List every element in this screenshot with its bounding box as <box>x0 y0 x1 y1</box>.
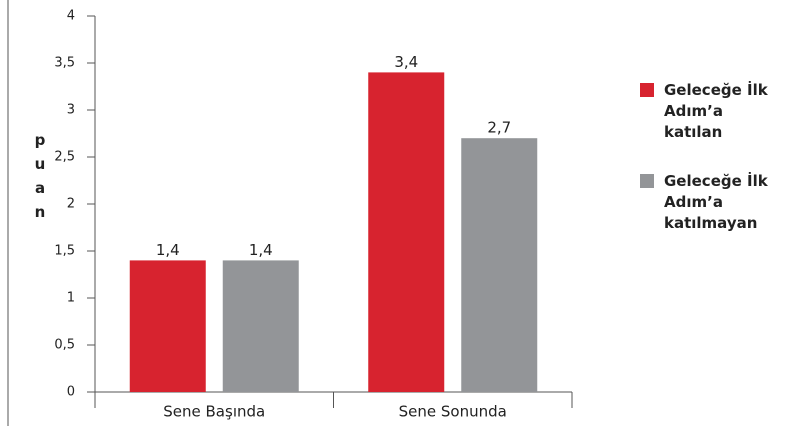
y-tick-label: 4 <box>67 9 75 24</box>
y-tick-label: 0 <box>67 385 75 400</box>
y-tick-label: 0,5 <box>54 338 75 353</box>
legend-label: Geleceğe İlk Adım’a katılmayan <box>664 172 768 232</box>
y-tick-label: 3,5 <box>54 56 75 71</box>
value-label: 1,4 <box>156 241 180 259</box>
legend-swatch <box>640 174 654 188</box>
bar <box>461 138 538 392</box>
bar <box>222 260 299 392</box>
y-tick-label: 2,5 <box>54 150 75 165</box>
legend-label: Geleceğe İlk Adım’a katılan <box>664 81 768 141</box>
y-tick-label: 1 <box>67 291 75 306</box>
y-tick-label: 1,5 <box>54 244 75 259</box>
x-tick-label: Sene Sonunda <box>399 403 507 421</box>
legend: Geleceğe İlk Adım’a katılan Geleceğe İlk … <box>640 80 790 262</box>
y-tick-label: 3 <box>67 103 75 118</box>
legend-item: Geleceğe İlk Adım’a katılmayan <box>640 171 790 234</box>
bar <box>368 72 445 393</box>
x-tick-label: Sene Başında <box>163 403 265 421</box>
bar <box>129 260 206 392</box>
value-label: 2,7 <box>487 119 511 137</box>
legend-item: Geleceğe İlk Adım’a katılan <box>640 80 790 143</box>
value-label: 3,4 <box>394 53 418 71</box>
value-label: 1,4 <box>249 241 273 259</box>
legend-swatch <box>640 83 654 97</box>
y-tick-label: 2 <box>67 197 75 212</box>
